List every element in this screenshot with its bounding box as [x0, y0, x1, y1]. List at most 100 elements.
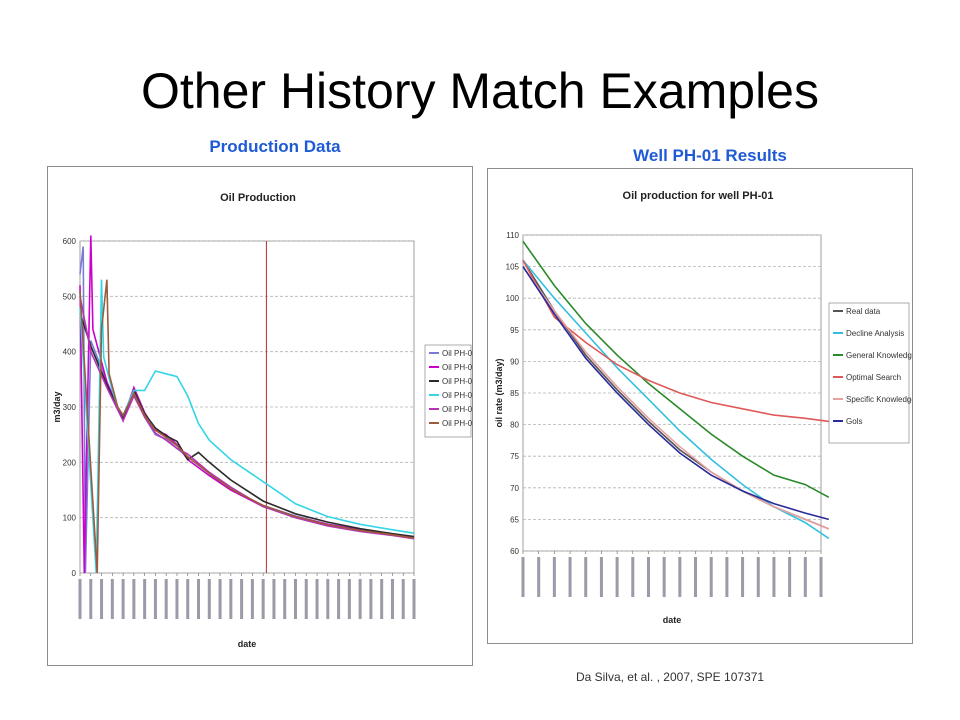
oil-production-x-tick-label-mark [337, 579, 341, 619]
oil-production-x-tick-label-mark [283, 579, 287, 619]
oil-production-chart-panel: Oil Production 0 100 200 300 400 500 600 date m3/… [47, 166, 473, 666]
well-ph01-x-tick-label-mark [537, 557, 541, 597]
well-ph01-y-tick-label: 95 [510, 326, 519, 335]
well-ph01-x-tick-label-mark [568, 557, 572, 597]
oil-production-y-tick-label: 100 [63, 514, 77, 523]
oil-production-x-tick-label-mark [250, 579, 254, 619]
oil-production-x-tick-label-mark [110, 579, 114, 619]
well-ph01-x-tick-label-mark [615, 557, 619, 597]
well-ph01-x-axis-label: date [663, 615, 682, 625]
oil-production-x-tick-label-mark [132, 579, 136, 619]
well-ph01-legend-label: Gols [846, 417, 862, 426]
well-ph01-y-tick-label: 75 [510, 452, 519, 461]
well-ph01-y-tick-label: 65 [510, 515, 519, 524]
slide-title: Other History Match Examples [141, 63, 819, 119]
well-ph01-legend-label: General Knowledge [846, 351, 912, 360]
oil-production-y-tick-label: 0 [72, 569, 77, 578]
oil-production-x-tick-label-mark [89, 579, 93, 619]
well-ph01-x-tick-label-mark [521, 557, 525, 597]
well-ph01-x-tick-label-mark [803, 557, 807, 597]
oil-production-x-tick-label-mark [164, 579, 168, 619]
oil-production-y-tick-label: 200 [63, 458, 77, 467]
oil-production-x-tick-label-mark [315, 579, 319, 619]
oil-production-x-tick-label-mark [369, 579, 373, 619]
well-ph01-chart: Oil production for well PH-01 60 65 70 75 80 8… [494, 190, 912, 625]
oil-production-x-tick-label-mark [229, 579, 233, 619]
well-ph01-x-tick-label-mark [662, 557, 666, 597]
well-ph01-series-line [522, 266, 830, 530]
oil-production-x-tick-label-mark [380, 579, 384, 619]
well-ph01-x-tick-label-mark [772, 557, 776, 597]
well-ph01-legend-label: Specific Knowledge [846, 395, 912, 404]
oil-production-x-tick-label-mark [326, 579, 330, 619]
oil-production-x-tick-label-mark [240, 579, 244, 619]
oil-production-x-tick-label-mark [197, 579, 201, 619]
oil-production-legend-label: Oil PH-04 [442, 391, 472, 400]
oil-production-legend-label: Oil PH-03 [442, 377, 472, 386]
oil-production-x-tick-label-mark [143, 579, 147, 619]
well-ph01-y-tick-label: 90 [510, 357, 519, 366]
well-ph01-series-line [522, 259, 829, 423]
well-ph01-x-tick-label-mark [599, 557, 603, 597]
oil-production-series-line [79, 279, 415, 574]
well-ph01-x-tick-label-mark [756, 557, 760, 597]
well-ph01-x-tick-label-mark [552, 557, 556, 597]
oil-production-x-tick-label-mark [218, 579, 222, 619]
well-ph01-x-tick-label-mark [819, 557, 823, 597]
well-ph01-y-tick-label: 105 [506, 263, 520, 272]
well-ph01-x-tick-label-mark [694, 557, 698, 597]
well-ph01-y-axis-label: oil rate (m3/day) [494, 358, 504, 427]
well-ph01-y-tick-label: 60 [510, 547, 519, 556]
well-ph01-title: Oil production for well PH-01 [623, 190, 774, 202]
oil-production-x-axis-label: date [238, 639, 257, 649]
oil-production-x-tick-label-mark [390, 579, 394, 619]
production-data-caption: Production Data [209, 137, 341, 156]
well-ph01-x-tick-label-mark [631, 557, 635, 597]
well-ph01-x-tick-label-mark [584, 557, 588, 597]
oil-production-x-tick-label-mark [412, 579, 416, 619]
oil-production-legend-label: Oil PH-06 [442, 419, 472, 428]
oil-production-legend [424, 344, 472, 438]
oil-production-x-tick-label-mark [175, 579, 179, 619]
well-ph01-x-tick-label-mark [788, 557, 792, 597]
well-ph01-y-tick-label: 110 [506, 231, 519, 240]
oil-production-legend-label: Oil PH-01 [442, 349, 472, 358]
well-ph01-y-tick-label: 100 [506, 294, 520, 303]
well-ph01-x-tick-label-mark [678, 557, 682, 597]
well-ph01-x-tick-label-mark [646, 557, 650, 597]
well-ph01-legend-label: Real data [846, 307, 881, 316]
oil-production-x-tick-label-mark [272, 579, 276, 619]
well-ph01-y-tick-label: 80 [510, 421, 519, 430]
well-results-caption: Well PH-01 Results [633, 146, 787, 165]
well-ph01-series-line [522, 266, 830, 521]
oil-production-series-line [79, 279, 415, 574]
oil-production-x-tick-label-mark [186, 579, 190, 619]
well-ph01-series-line [522, 259, 830, 540]
oil-production-y-tick-label: 500 [63, 292, 77, 301]
oil-production-x-tick-label-mark [358, 579, 362, 619]
oil-production-series-line [79, 296, 415, 540]
well-ph01-y-tick-label: 85 [510, 389, 519, 398]
well-ph01-legend [828, 302, 910, 444]
well-ph01-chart-panel: Oil production for well PH-01 60 65 70 75 80 8… [487, 168, 913, 644]
oil-production-y-tick-label: 600 [63, 237, 77, 246]
oil-production-x-tick-label-mark [401, 579, 405, 619]
oil-production-chart: Oil Production 0 100 200 300 400 500 600 date m3/… [52, 192, 472, 649]
oil-production-x-tick-label-mark [207, 579, 211, 619]
well-ph01-series-line [522, 240, 830, 499]
oil-production-x-tick-label-mark [261, 579, 265, 619]
well-ph01-legend-label: Decline Analysis [846, 329, 904, 338]
citation: Da Silva, et al. , 2007, SPE 107371 [575, 670, 765, 684]
oil-production-title: Oil Production [220, 192, 296, 204]
oil-production-legend-label: Oil PH-05 [442, 405, 472, 414]
well-ph01-x-tick-label-mark [741, 557, 745, 597]
well-ph01-plot-area [522, 234, 822, 552]
oil-production-x-tick-label-mark [293, 579, 297, 619]
well-ph01-legend-label: Optimal Search [846, 373, 901, 382]
oil-production-x-tick-label-mark [121, 579, 125, 619]
oil-production-x-tick-label-mark [100, 579, 104, 619]
well-ph01-y-tick-label: 70 [510, 484, 519, 493]
oil-production-x-tick-label-mark [78, 579, 82, 619]
oil-production-x-tick-label-mark [153, 579, 157, 619]
oil-production-y-tick-label: 300 [63, 403, 77, 412]
